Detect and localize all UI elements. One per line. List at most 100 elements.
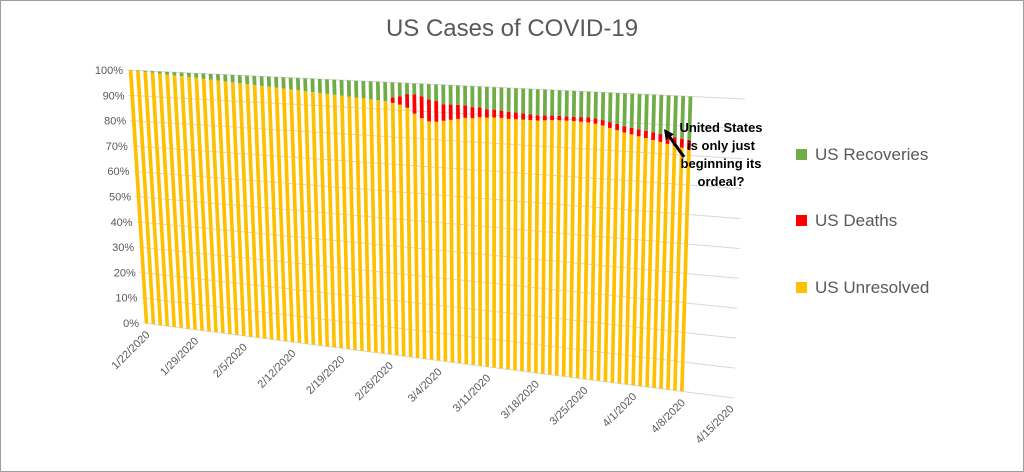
legend-label-unresolved: US Unresolved — [815, 278, 930, 297]
bar-segment — [499, 110, 504, 119]
bar-segment — [419, 83, 424, 97]
bar-segment — [687, 96, 693, 141]
bar-segment — [339, 95, 350, 350]
bar-segment — [636, 93, 642, 130]
bar-segment — [622, 93, 627, 127]
chart-annotation: United States is only just beginning its… — [679, 120, 763, 189]
bar-segment — [223, 81, 239, 336]
bar-segment — [629, 93, 635, 128]
bar-segment — [520, 119, 525, 372]
bar-segment — [274, 76, 279, 88]
bar-segment — [179, 76, 197, 330]
y-tick-label: 30% — [112, 242, 134, 254]
x-tick-label: 3/25/2020 — [548, 385, 591, 428]
bar-segment — [419, 96, 424, 119]
bar-segment — [561, 120, 569, 377]
bar-segment — [579, 91, 584, 118]
bar-segment — [470, 86, 475, 108]
bar-segment — [266, 76, 272, 87]
bar-segment — [136, 70, 140, 72]
bar-segment — [600, 119, 605, 126]
bar-segment — [477, 86, 482, 108]
bar-segment — [346, 80, 352, 97]
bar-segment — [354, 97, 364, 352]
bar-segment — [223, 74, 228, 82]
bar-segment — [390, 82, 395, 98]
bar-segment — [485, 86, 489, 110]
bar-segment — [547, 120, 554, 375]
x-tick-label: 4/15/2020 — [694, 403, 737, 446]
bar-segment — [295, 77, 301, 91]
bar-segment — [259, 85, 274, 340]
chart-title: US Cases of COVID-19 — [385, 15, 639, 42]
bar-segment — [615, 123, 620, 131]
bar-segment — [586, 117, 591, 123]
y-tick-label: 50% — [109, 192, 131, 204]
bar-segment — [617, 132, 627, 384]
bar-segment — [658, 133, 663, 143]
y-tick-label: 90% — [103, 90, 125, 102]
bar-segment — [369, 99, 378, 353]
bar-segment — [165, 74, 184, 329]
legend-label-recoveries: US Recoveries — [815, 145, 929, 164]
bar-segment — [179, 72, 184, 77]
bar-segment — [303, 91, 316, 345]
bar-segment — [230, 82, 246, 337]
bar-segment — [274, 87, 288, 342]
bar-segment — [398, 104, 406, 357]
bar-segment — [589, 123, 598, 381]
bar-segment — [448, 119, 455, 363]
bar-segment — [390, 102, 399, 356]
bar-segment — [593, 91, 598, 119]
bar-segment — [513, 119, 518, 371]
bar-segment — [150, 71, 155, 73]
bar-segment — [456, 104, 460, 119]
bar-segment — [571, 116, 576, 122]
bar-segment — [201, 78, 218, 333]
bar-segment — [281, 88, 295, 343]
bar-segment — [427, 99, 431, 122]
x-tick-label: 1/22/2020 — [110, 329, 153, 372]
bar-segment — [434, 84, 439, 102]
bar-segment — [405, 83, 409, 95]
x-tick-label: 3/4/2020 — [406, 366, 445, 405]
bar-segment — [463, 85, 468, 106]
bar-segment — [303, 78, 308, 92]
bar-segment — [645, 139, 655, 388]
bar-segment — [564, 90, 569, 117]
bar-segment — [624, 134, 634, 385]
bar-segment — [666, 145, 677, 390]
bar-segment — [252, 84, 267, 339]
bar-segment — [477, 117, 483, 367]
bar-segment — [557, 90, 562, 117]
bar-segment — [136, 70, 156, 325]
bar-segment — [361, 81, 366, 99]
bar-segment — [665, 95, 671, 136]
bar-segment — [542, 89, 547, 116]
bar-segment — [679, 138, 684, 148]
bar-segment — [157, 73, 177, 328]
bar-segment — [288, 77, 293, 90]
bar-segment — [528, 114, 533, 121]
bar-segment — [499, 87, 504, 111]
bar-segment — [245, 75, 250, 85]
bar-segment — [245, 83, 260, 338]
bar-segment — [150, 72, 170, 327]
bar-segment — [375, 81, 381, 101]
bar-segment — [485, 117, 489, 367]
bar-segment — [383, 82, 388, 102]
bar-segment — [571, 90, 577, 117]
bar-segment — [586, 91, 591, 118]
y-tick-label: 40% — [111, 217, 133, 229]
bar-segment — [238, 83, 253, 337]
y-tick-label: 100% — [95, 65, 123, 77]
bar-segment — [607, 122, 612, 129]
bar-segment — [441, 104, 446, 121]
y-tick-label: 10% — [115, 293, 137, 305]
x-tick-label: 3/11/2020 — [451, 372, 494, 415]
bar-segment — [596, 125, 605, 382]
bar-segment — [535, 89, 540, 116]
annotation-arrowhead — [664, 129, 674, 141]
